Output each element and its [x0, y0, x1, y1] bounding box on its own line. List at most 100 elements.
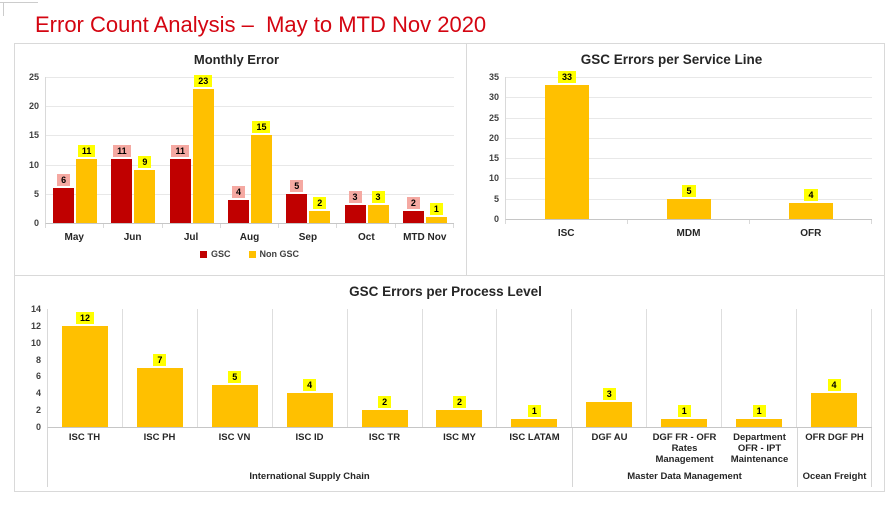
x-axis-category-label: DGF FR - OFR Rates Management [652, 432, 717, 465]
bar-gsc [286, 193, 308, 223]
x-axis-category-label: ISC ID [295, 432, 324, 443]
x-axis-tick-marks [45, 224, 454, 228]
bar-column: 1 [425, 77, 447, 223]
page-title: Error Count Analysis – May to MTD Nov 20… [35, 12, 487, 37]
legend-label: GSC [210, 249, 231, 259]
bar-gsc-errors [286, 393, 333, 427]
axis-tick [104, 224, 163, 228]
bar-column: 3 [367, 77, 389, 223]
chart-plot-region: 0 5 10 15 20 25 30 35 33 5 4 ISC MDM OFR [471, 71, 872, 275]
axis-tick [750, 220, 872, 224]
x-axis-category-label: Jul [183, 232, 199, 243]
x-axis-category-label: ISC TR [368, 432, 401, 443]
bar-gsc-errors [136, 368, 183, 427]
data-label: 1 [429, 203, 443, 216]
x-axis-category-label: MDM [676, 228, 701, 239]
gridline [46, 193, 454, 195]
data-label: 2 [313, 197, 327, 210]
axis-tick [46, 224, 105, 228]
bar-gsc-errors [436, 410, 483, 427]
legend-item-non-gsc: Non GSC [248, 249, 299, 259]
axis-group-label: International Supply Chain [249, 471, 370, 482]
bar-column: 5 [286, 77, 308, 223]
category-slot: 4 [750, 77, 872, 219]
data-label: 12 [75, 311, 94, 324]
x-axis-category-label: May [64, 232, 84, 243]
gridline [506, 158, 872, 160]
category-slot: 5 [628, 77, 750, 219]
data-label: 6 [57, 173, 71, 186]
bar-gsc-errors [211, 384, 258, 427]
x-axis-tick-marks [505, 220, 872, 224]
y-axis-tick-label: 35 [488, 72, 499, 82]
x-axis-category-label: ISC [557, 228, 575, 239]
y-axis-tick-label: 20 [488, 132, 499, 143]
axis-group-label: Master Data Management [627, 471, 742, 482]
x-axis-labels-region: ISC TH ISC PH ISC VN ISC ID ISC TR ISC MY ISC … [47, 428, 872, 487]
gridline [46, 164, 454, 166]
bar-gsc [227, 199, 249, 223]
bar-column: 3 [586, 309, 633, 427]
axis-group-separator [797, 428, 798, 487]
axis-tick [628, 220, 750, 224]
gridline [506, 117, 872, 119]
data-label: 11 [113, 144, 131, 157]
bar-column: 5 [667, 77, 711, 219]
bar-gsc-errors [511, 418, 558, 427]
x-axis-category-label: Sep [298, 232, 318, 243]
y-axis-tick-label: 10 [30, 337, 41, 348]
plot-slots: 33 5 4 [506, 71, 872, 219]
axis-tick [279, 224, 338, 228]
bar-column: 2 [436, 309, 483, 427]
x-axis-labels: May Jun Jul Aug Sep Oct MTD Nov [45, 228, 454, 243]
bar-gsc-errors [361, 410, 408, 427]
bar-gsc-errors [789, 202, 833, 219]
data-label: 3 [348, 191, 362, 204]
x-axis-category-label: ISC VN [218, 432, 251, 443]
bar-column: 33 [545, 71, 589, 219]
bar-gsc [111, 158, 133, 223]
data-label: 15 [252, 121, 271, 134]
category-slot: 12 [48, 309, 123, 427]
bar-column: 11 [169, 77, 191, 223]
category-slot: 4 [797, 309, 872, 427]
bar-column: 5 [211, 309, 258, 427]
x-axis-category-label: Oct [357, 232, 375, 243]
x-axis-category-label: ISC PH [143, 432, 176, 443]
category-slot: 11 23 [163, 74, 221, 223]
y-axis: 0 5 10 15 20 25 30 35 [471, 72, 505, 224]
category-slot: 4 15 [221, 77, 279, 223]
bar-column: 9 [134, 77, 156, 223]
x-axis-category-label: ISC MY [443, 432, 476, 443]
category-slot: 1 [647, 309, 723, 427]
category-slot: 1 [722, 309, 798, 427]
axis-tick [396, 224, 454, 228]
bar-column: 4 [811, 309, 858, 427]
bar-non-gsc [76, 158, 98, 223]
gridline [46, 135, 454, 137]
bar-non-gsc [134, 170, 156, 223]
axis-group-separator [47, 428, 48, 487]
bar-gsc-errors [736, 418, 783, 427]
y-axis-tick-label: 8 [35, 354, 41, 365]
bar-column: 12 [61, 309, 108, 427]
data-label: 4 [231, 185, 245, 198]
y-axis: 0 5 10 15 20 25 [19, 72, 45, 228]
bar-gsc [169, 158, 191, 223]
bar-column: 1 [661, 309, 708, 427]
bar-column: 4 [286, 309, 333, 427]
chart-title: GSC Errors per Process Level [349, 284, 542, 299]
bar-column: 6 [53, 77, 75, 223]
bar-column: 2 [309, 77, 331, 223]
data-label: 23 [194, 74, 213, 87]
legend-item-gsc: GSC [199, 249, 231, 259]
bar-gsc-errors [667, 198, 711, 219]
legend-swatch-non-gsc [248, 250, 256, 258]
bar-gsc-errors [61, 325, 108, 427]
bar-gsc [402, 211, 424, 223]
y-axis-tick-label: 0 [33, 218, 39, 228]
bar-column: 11 [76, 77, 98, 223]
slide-edge-line [0, 2, 38, 3]
y-axis-tick-label: 25 [28, 72, 39, 82]
chart-monthly-error: Monthly Error 0 5 10 15 20 25 6 11 11 9 11 23 4 15 5 2 3… [14, 43, 467, 276]
